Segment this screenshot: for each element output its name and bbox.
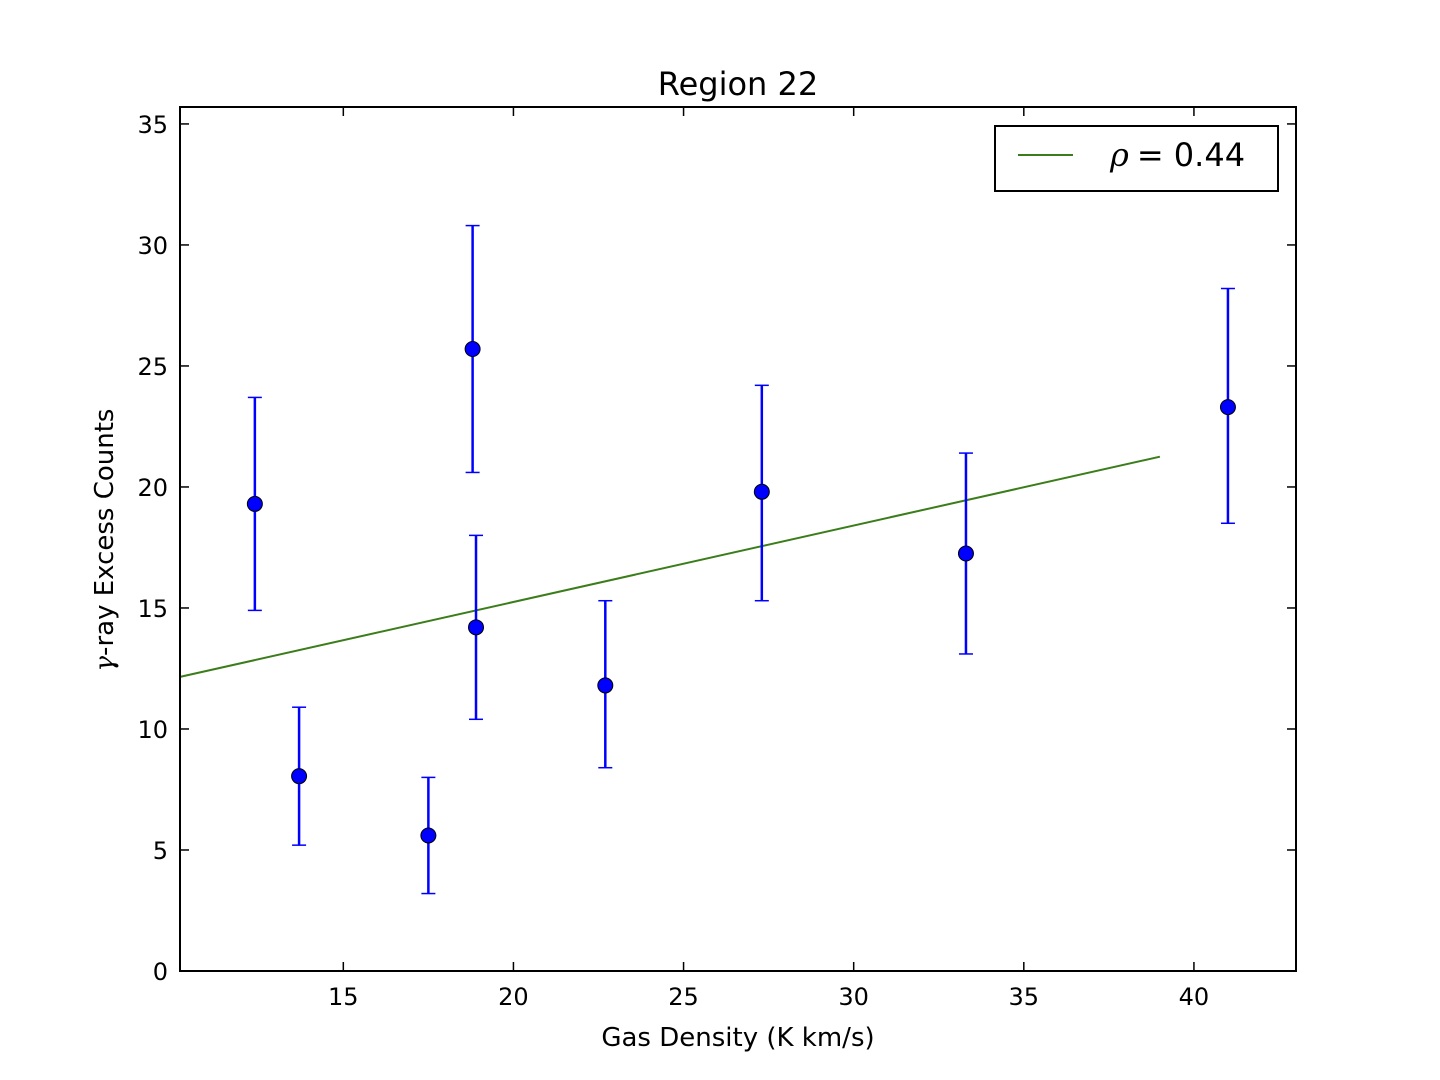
legend: ρ = 0.44	[994, 125, 1279, 192]
axis-ticks: 15 20 25 30 35 40 0 5 10 15 20 25 30 35	[137, 106, 1297, 1011]
data-point	[468, 619, 485, 636]
y-tick-label: 0	[153, 958, 168, 986]
data-points	[246, 341, 1236, 844]
plot-background	[180, 107, 1296, 971]
legend-entry-label: ρ = 0.44	[1109, 136, 1245, 174]
y-tick-label: 15	[137, 595, 168, 623]
fit-line	[179, 455, 1161, 678]
y-tick-label: 20	[137, 474, 168, 502]
x-tick-label: 20	[498, 983, 529, 1011]
legend-rho-value: = 0.44	[1137, 136, 1245, 174]
chart-title: Region 22	[658, 65, 818, 103]
data-point	[420, 827, 437, 844]
x-tick-label: 25	[668, 983, 699, 1011]
y-tick-label: 10	[137, 716, 168, 744]
y-tick-label: 35	[137, 111, 168, 139]
plot-area	[179, 107, 1296, 971]
data-point	[597, 677, 614, 694]
x-tick-label: 40	[1179, 983, 1210, 1011]
y-tick-label: 5	[153, 837, 168, 865]
data-point	[291, 768, 308, 785]
y-axis-label-symbol: γ	[90, 655, 120, 671]
y-axis-label-text: -ray Excess Counts	[90, 409, 120, 656]
x-tick-label: 30	[838, 983, 869, 1011]
x-tick-label: 15	[328, 983, 359, 1011]
legend-box	[994, 125, 1279, 192]
x-tick-label: 35	[1009, 983, 1040, 1011]
data-point	[753, 483, 770, 500]
data-point	[464, 341, 481, 358]
y-axis-label: γ-ray Excess Counts	[90, 409, 120, 672]
data-point	[246, 495, 263, 512]
data-point	[957, 545, 974, 562]
plot-frame	[179, 106, 1297, 972]
y-tick-label: 25	[137, 353, 168, 381]
y-tick-label: 30	[137, 232, 168, 260]
x-axis-label: Gas Density (K km/s)	[601, 1023, 874, 1053]
legend-rho-symbol: ρ	[1109, 136, 1129, 174]
data-point	[1219, 399, 1236, 416]
